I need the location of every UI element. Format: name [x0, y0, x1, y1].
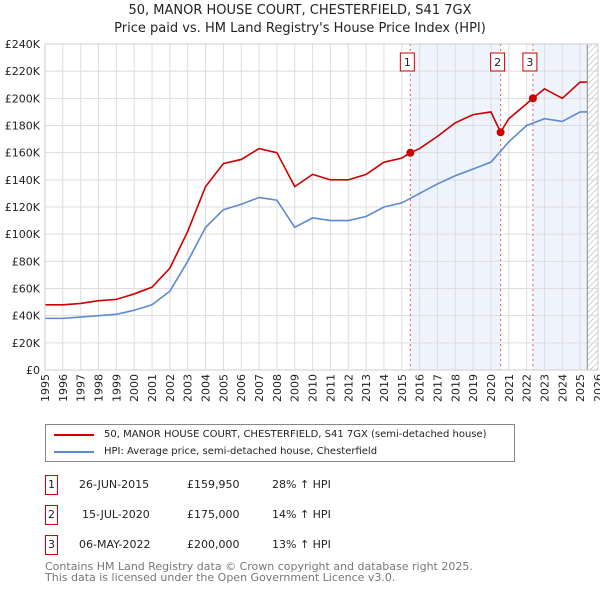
- x-tick-label: 1998: [93, 374, 106, 402]
- x-tick-label: 2022: [521, 374, 534, 402]
- x-tick-label: 2013: [360, 374, 373, 402]
- footer-line: Contains HM Land Registry data © Crown c…: [45, 560, 473, 573]
- x-tick-label: 1996: [57, 374, 70, 402]
- x-tick-label: 2015: [396, 374, 409, 402]
- sale-point: [496, 128, 505, 137]
- legend-item-property: 50, MANOR HOUSE COURT, CHESTERFIELD, S41…: [54, 429, 487, 440]
- y-tick-label: £80K: [12, 255, 41, 268]
- x-tick-label: 1995: [39, 374, 52, 402]
- x-tick-label: 2009: [289, 374, 302, 402]
- x-tick-label: 2001: [146, 374, 159, 402]
- sale-date: 06-MAY-2022: [79, 538, 151, 551]
- y-tick-label: £160K: [5, 147, 41, 160]
- x-tick-label: 2016: [414, 374, 427, 402]
- sale-label-box: [399, 52, 415, 72]
- y-tick-label: £60K: [12, 283, 41, 296]
- sale-label: 1: [404, 56, 411, 69]
- x-tick-label: 2005: [217, 374, 230, 402]
- x-tick-label: 2019: [467, 374, 480, 402]
- x-tick-label: 2007: [253, 374, 266, 402]
- sale-price: £159,950: [187, 478, 240, 491]
- y-tick-label: £100K: [5, 228, 41, 241]
- x-tick-label: 2003: [182, 374, 195, 402]
- y-tick-label: £240K: [5, 38, 41, 51]
- sale-marker: 2: [45, 505, 58, 525]
- y-tick-label: £140K: [5, 174, 41, 187]
- x-tick-label: 2002: [164, 374, 177, 402]
- plot-frame: [44, 43, 599, 371]
- x-tick-label: 2006: [235, 374, 248, 402]
- sale-label: 3: [526, 56, 533, 69]
- x-tick-label: 2021: [503, 374, 516, 402]
- title-line: 50, MANOR HOUSE COURT, CHESTERFIELD, S41…: [128, 3, 472, 18]
- legend: 50, MANOR HOUSE COURT, CHESTERFIELD, S41…: [45, 424, 515, 462]
- subtitle-line: Price paid vs. HM Land Registry's House …: [114, 21, 486, 36]
- x-tick-label: 2004: [200, 374, 213, 402]
- x-tick-label: 2000: [128, 374, 141, 402]
- x-tick-label: 2024: [556, 374, 569, 402]
- y-tick-label: £180K: [5, 120, 41, 133]
- x-tick-label: 2025: [574, 374, 587, 402]
- sale-label-box: [522, 52, 538, 72]
- legend-item-hpi: HPI: Average price, semi-detached house,…: [54, 446, 377, 457]
- x-tick-label: 2018: [449, 374, 462, 402]
- x-tick-label: 2014: [378, 374, 391, 402]
- sale-point: [406, 148, 415, 157]
- x-tick-label: 2020: [485, 374, 498, 402]
- series-line: [45, 81, 588, 306]
- sale-marker: 3: [45, 535, 58, 555]
- footer-line: This data is licensed under the Open Gov…: [45, 571, 396, 584]
- legend-label: 50, MANOR HOUSE COURT, CHESTERFIELD, S41…: [104, 429, 487, 440]
- footer: Contains HM Land Registry data © Crown c…: [45, 561, 473, 583]
- y-tick-label: £120K: [5, 201, 41, 214]
- sale-hpi: 13% ↑ HPI: [272, 538, 331, 551]
- sale-date: 26-JUN-2015: [79, 478, 150, 491]
- sale-marker: 1: [45, 475, 58, 495]
- y-tick-label: £220K: [5, 65, 41, 78]
- series-line: [45, 111, 588, 320]
- x-tick-label: 1999: [110, 374, 123, 402]
- chart: 1995 1996 1997 1998 1999 2000 2001 2002 2003 2004…: [5, 38, 600, 402]
- sale-point: [528, 94, 537, 103]
- y-tick-label: £20K: [12, 337, 41, 350]
- x-tick-label: 2008: [271, 374, 284, 402]
- x-tick-label: 2011: [324, 374, 337, 402]
- x-tick-label: 2010: [307, 374, 320, 402]
- x-tick-label: 1997: [75, 374, 88, 402]
- legend-label: HPI: Average price, semi-detached house,…: [104, 446, 378, 457]
- x-tick-label: 2017: [431, 374, 444, 402]
- chart-title: 50, MANOR HOUSE COURT, CHESTERFIELD, S41…: [0, 2, 600, 38]
- y-tick-label: £0: [26, 364, 40, 377]
- sale-price: £200,000: [187, 538, 240, 551]
- sale-price: £175,000: [187, 508, 240, 521]
- y-tick-label: £200K: [5, 92, 41, 105]
- y-tick-label: £40K: [12, 310, 41, 323]
- sale-hpi: 14% ↑ HPI: [272, 508, 331, 521]
- x-tick-label: 2026: [592, 374, 600, 402]
- sale-hpi: 28% ↑ HPI: [272, 478, 331, 491]
- sale-label: 2: [494, 56, 501, 69]
- sale-date: 15-JUL-2020: [82, 508, 150, 521]
- x-tick-label: 2023: [538, 374, 551, 402]
- sale-label-box: [490, 52, 506, 72]
- x-tick-label: 2012: [342, 374, 355, 402]
